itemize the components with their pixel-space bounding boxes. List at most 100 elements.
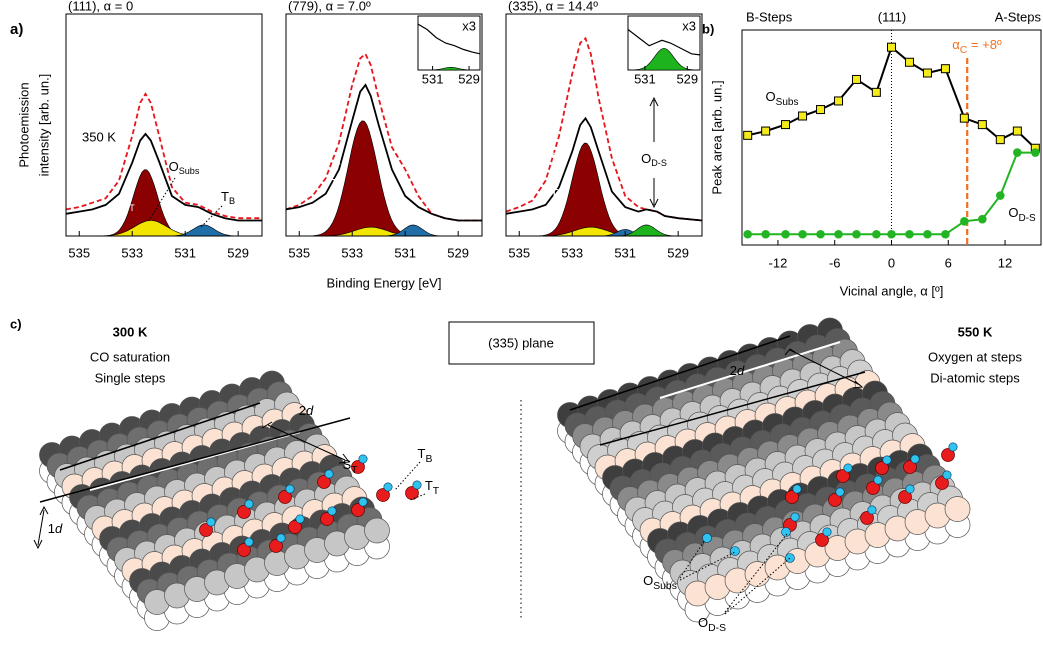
- marker: [977, 120, 987, 130]
- marker: [1031, 148, 1040, 157]
- x-tick-label: 531: [634, 71, 656, 86]
- step-line: [59, 402, 261, 471]
- carbon: [276, 533, 286, 543]
- carbon: [358, 454, 368, 464]
- component-label: TT: [330, 176, 344, 193]
- temperature: 550 K: [958, 324, 993, 339]
- marker: [904, 57, 914, 67]
- plot-frame: [285, 13, 483, 237]
- component-label: OD-S: [641, 151, 667, 168]
- x-tick-label: 533: [341, 245, 363, 260]
- marker: [996, 191, 1005, 200]
- leader: [409, 493, 426, 501]
- x-axis-label: Vicinal angle, α [º]: [840, 283, 944, 298]
- component-label: +: [333, 156, 341, 171]
- inset-label: x3: [462, 18, 476, 33]
- spacing-label: 1d: [48, 521, 63, 536]
- label-sub: D-S: [1018, 213, 1036, 224]
- inset-label: x3: [682, 18, 696, 33]
- label-sub: T: [558, 193, 564, 203]
- panel-label: b): [702, 21, 714, 36]
- marker: [852, 229, 861, 239]
- carbon: [327, 506, 337, 516]
- x-tick-label: -6: [829, 255, 841, 270]
- marker: [905, 229, 914, 239]
- x-tick-label: 529: [227, 245, 249, 260]
- oxygen: [866, 481, 880, 495]
- label-main: S: [550, 146, 559, 161]
- label-main: O: [766, 89, 776, 104]
- component-peak: [628, 48, 700, 71]
- panel-title: (335), α = 14.4º: [508, 0, 598, 13]
- oxygen: [351, 503, 365, 517]
- label-main: O: [1008, 205, 1018, 220]
- x-tick-label: 535: [68, 245, 90, 260]
- marker: [743, 229, 752, 239]
- component-label: ST: [550, 146, 565, 163]
- adsorbed-oxygen: [702, 533, 712, 543]
- label-main: +: [553, 166, 561, 181]
- label-sub: T: [559, 153, 565, 163]
- oxygen: [903, 460, 917, 474]
- component-label: OSubs: [169, 159, 200, 176]
- marker: [995, 135, 1005, 145]
- oxygen: [320, 512, 334, 526]
- carbon: [206, 517, 216, 527]
- oxygen: [935, 476, 949, 490]
- label-var: d: [55, 521, 63, 536]
- diagram-title: (335) plane: [488, 335, 554, 350]
- label-main: S: [330, 136, 339, 151]
- marker: [922, 68, 932, 78]
- title-box: [448, 321, 595, 365]
- region-label: B-Steps: [746, 9, 793, 24]
- adsorbed-oxygen: [781, 527, 791, 537]
- marker: [887, 42, 896, 52]
- y-axis-label: intensity [arb. un.]: [36, 74, 51, 177]
- series-label: OSubs: [766, 89, 799, 107]
- oxygen: [288, 520, 302, 534]
- leader: [724, 533, 788, 613]
- oxygen: [785, 490, 799, 504]
- label-main: 1: [48, 521, 55, 536]
- carbon: [295, 514, 305, 524]
- marker: [978, 214, 987, 224]
- label-sub: C: [960, 45, 968, 56]
- marker: [887, 229, 896, 239]
- series-label: OD-S: [1008, 205, 1036, 223]
- plot-frame: [505, 13, 703, 237]
- label-main: 2: [730, 363, 737, 378]
- oxygen: [875, 461, 889, 475]
- oxygen: [860, 511, 874, 525]
- spacing-label: 2d: [299, 403, 314, 418]
- region-label: A-Steps: [995, 9, 1042, 24]
- site-label: TB: [418, 446, 433, 464]
- arrow: [33, 505, 49, 550]
- carbon: [910, 454, 920, 464]
- label-sub: Subs: [179, 166, 200, 176]
- x-tick-label: 529: [458, 71, 480, 86]
- leader: [147, 177, 176, 223]
- component-label: TB: [221, 189, 235, 206]
- label-main: 2: [299, 403, 306, 418]
- label-sub: B: [229, 196, 235, 206]
- adsorbed-oxygen: [785, 553, 795, 563]
- x-tick-label: 533: [121, 245, 143, 260]
- oxygen: [237, 505, 251, 519]
- arrow: [784, 348, 864, 389]
- label-main: T: [425, 478, 433, 493]
- carbon: [873, 475, 883, 485]
- site-label: OD-S: [698, 615, 726, 633]
- marker: [1012, 126, 1022, 136]
- label-main: T: [221, 189, 229, 204]
- curve: [627, 29, 701, 56]
- label-main: T: [550, 186, 558, 201]
- label-sub: T: [351, 465, 358, 476]
- inset-frame: [417, 15, 481, 71]
- oxygen: [269, 539, 283, 553]
- component-label: TT: [121, 196, 135, 213]
- marker: [959, 113, 969, 123]
- component-label: TT: [550, 186, 564, 203]
- oxygen: [898, 490, 912, 504]
- marker: [940, 64, 950, 74]
- oxygen: [815, 533, 829, 547]
